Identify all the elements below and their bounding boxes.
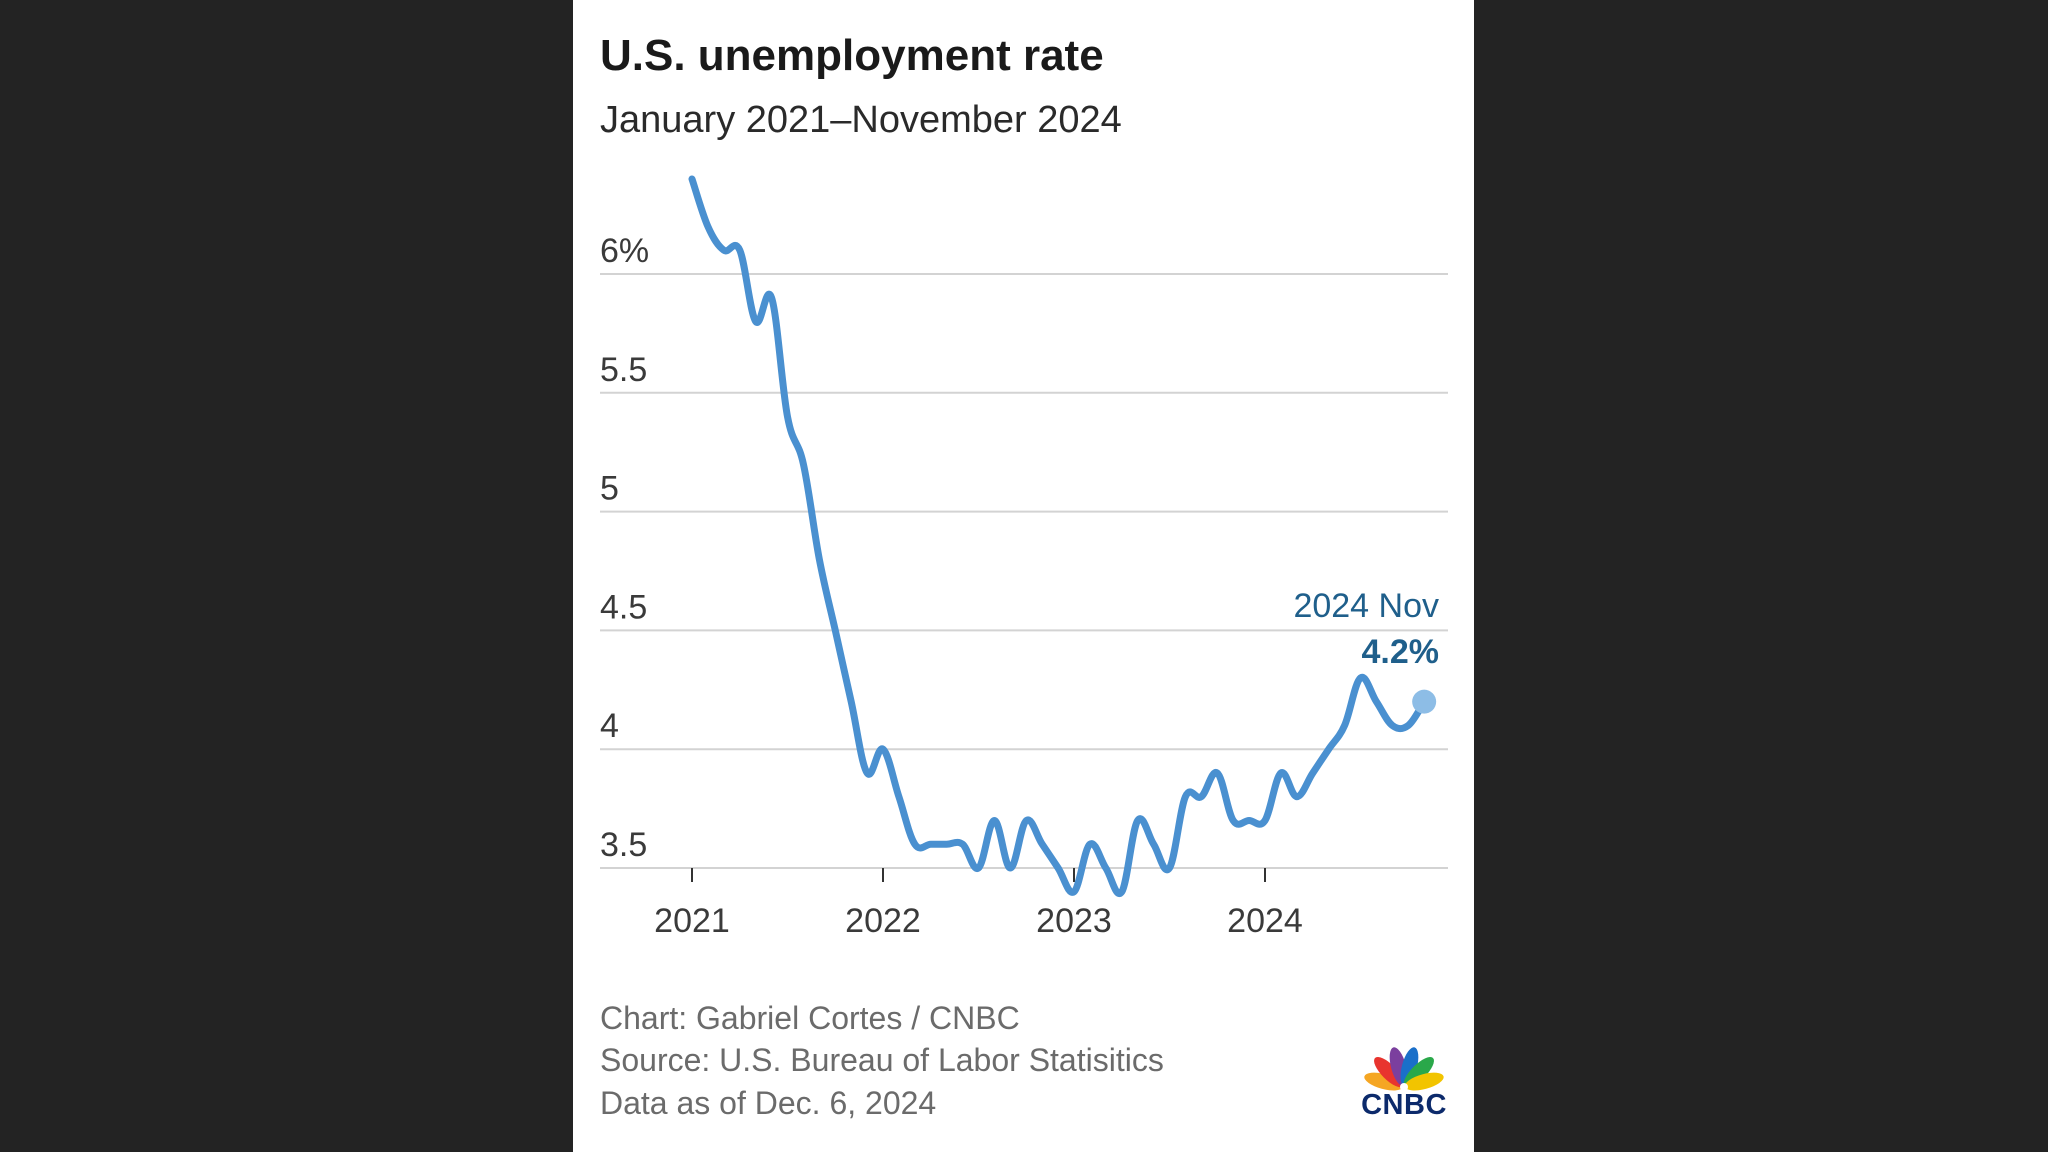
x-tick-label: 2021 [654, 902, 730, 940]
series-layer [688, 175, 1437, 898]
y-tick-label: 5.5 [600, 351, 647, 389]
y-tick-label: 4 [600, 707, 619, 745]
series-line [688, 175, 1428, 898]
footer-date: Data as of Dec. 6, 2024 [600, 1085, 936, 1121]
peacock-icon [1364, 1047, 1444, 1091]
grid-layer [600, 273, 1448, 869]
y-tick-label: 5 [600, 470, 619, 508]
annotation-value-label: 4.2% [1362, 633, 1440, 671]
footer-source: Source: U.S. Bureau of Labor Statisitics [600, 1042, 1164, 1078]
annotation-date-label: 2024 Nov [1293, 587, 1439, 625]
x-tick-label: 2022 [845, 902, 921, 940]
peacock-petal [1404, 1072, 1444, 1091]
logo-text: CNBC [1361, 1089, 1447, 1121]
y-tick-label: 6% [600, 232, 649, 270]
chart-subtitle: January 2021–November 2024 [600, 99, 1122, 141]
x-tick-label: 2023 [1036, 902, 1112, 940]
latest-point-marker [1412, 689, 1437, 714]
cnbc-logo: CNBC [1361, 1047, 1447, 1121]
chart-card: U.S. unemployment rate January 2021–Nove… [573, 0, 1474, 1152]
y-tick-label: 4.5 [600, 588, 647, 626]
y-axis: 3.5 4 4.5 5 5.5 6% [600, 232, 649, 864]
chart-title: U.S. unemployment rate [600, 31, 1104, 80]
x-tick-label: 2024 [1227, 902, 1303, 940]
chart-svg: U.S. unemployment rate January 2021–Nove… [600, 31, 1448, 1121]
y-tick-label: 3.5 [600, 826, 647, 864]
peacock-body [1400, 1083, 1408, 1091]
footer-credit: Chart: Gabriel Cortes / CNBC [600, 1000, 1020, 1036]
x-axis: 2021 2022 2023 2024 [654, 868, 1303, 940]
